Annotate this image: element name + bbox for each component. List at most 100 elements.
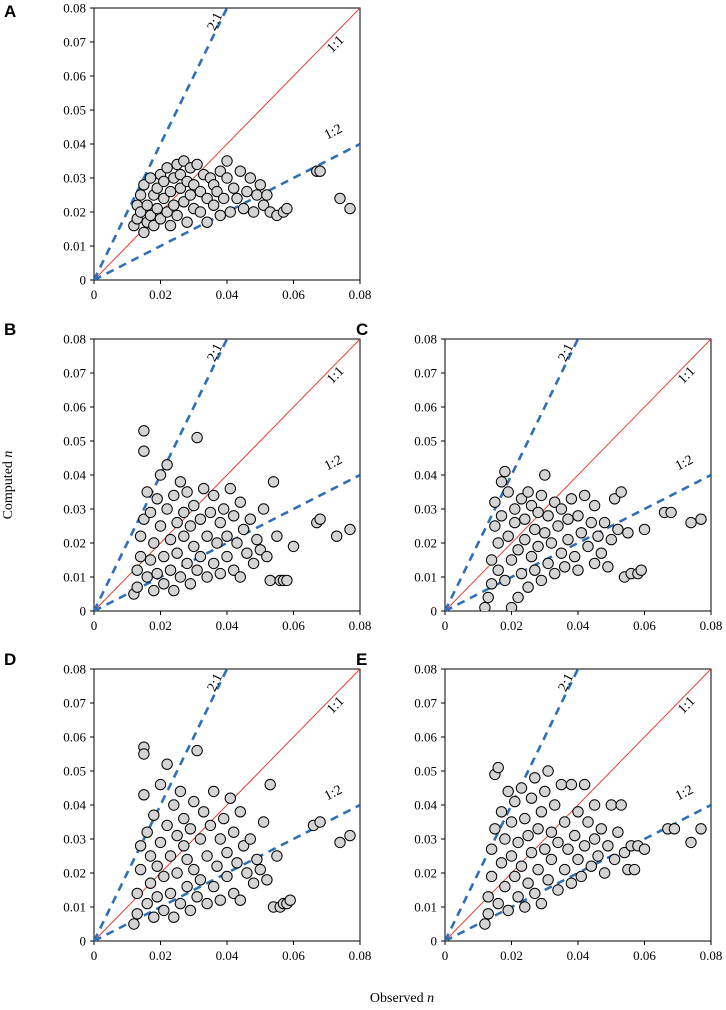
data-point	[509, 870, 521, 883]
y-tick-label: 0.01	[63, 570, 86, 585]
data-point	[188, 179, 200, 191]
data-point	[148, 911, 160, 923]
data-point	[214, 209, 227, 222]
x-tick-label: 0	[442, 948, 449, 963]
data-point	[178, 155, 190, 167]
data-point	[685, 516, 697, 529]
data-point	[559, 561, 571, 573]
data-point	[502, 486, 514, 498]
data-point	[214, 894, 227, 906]
data-point	[141, 486, 153, 498]
data-point	[515, 782, 528, 794]
data-point	[191, 158, 203, 171]
data-point	[231, 192, 243, 205]
data-point	[158, 578, 170, 590]
y-tick-label: 0.03	[414, 832, 437, 847]
data-point	[545, 537, 558, 549]
data-point	[618, 846, 631, 859]
data-point	[151, 891, 163, 903]
y-tick-label: 0.07	[414, 696, 437, 711]
data-point	[552, 884, 564, 896]
y-tick-label: 0.04	[63, 468, 86, 483]
data-point	[565, 877, 578, 889]
data-point	[515, 860, 528, 872]
panel-a: A 0 0.01 0.02 0.03 0.04 0.05 0.06 0.07 0.08 0 0.02 0…	[4, 1, 371, 303]
data-point	[134, 189, 147, 201]
x-tick-label: 0.08	[700, 948, 723, 963]
y-tick-label: 0.05	[63, 103, 86, 118]
data-point	[519, 812, 531, 825]
data-point	[194, 206, 207, 218]
data-point	[174, 571, 187, 583]
data-point	[588, 499, 601, 512]
data-point	[201, 850, 213, 862]
data-point	[198, 806, 210, 818]
data-point	[244, 513, 257, 525]
data-point	[134, 530, 147, 542]
ref-line-2-1	[94, 339, 229, 611]
data-point	[605, 533, 617, 546]
data-point	[181, 486, 193, 498]
data-point	[214, 165, 227, 177]
data-point	[194, 550, 207, 563]
data-point	[572, 564, 584, 576]
data-point	[502, 904, 514, 917]
data-point	[201, 571, 213, 583]
y-tick-label: 0	[80, 604, 87, 619]
data-point	[218, 812, 230, 825]
y-tick-label: 0.07	[414, 366, 437, 381]
data-point	[221, 155, 233, 167]
data-point	[615, 486, 627, 498]
data-point	[535, 806, 548, 818]
y-tick-label: 0.01	[63, 900, 86, 915]
data-point	[542, 874, 554, 886]
data-point	[261, 550, 273, 563]
data-point	[602, 561, 614, 573]
x-tick-label: 0.02	[149, 618, 172, 633]
data-point	[214, 516, 227, 529]
data-point	[545, 826, 558, 838]
data-point	[271, 850, 283, 862]
data-point	[267, 476, 280, 488]
data-point	[134, 840, 147, 852]
data-point	[595, 823, 607, 835]
data-point	[588, 799, 601, 811]
data-point	[228, 564, 240, 576]
data-point	[237, 202, 250, 215]
data-point	[605, 799, 617, 811]
data-point	[314, 513, 326, 525]
data-point	[141, 199, 153, 211]
data-point	[154, 836, 167, 849]
data-point	[184, 578, 197, 590]
data-point	[602, 840, 614, 852]
data-point	[144, 850, 157, 862]
data-point	[565, 778, 578, 791]
data-point	[181, 853, 193, 866]
y-tick-label: 0.05	[414, 764, 437, 779]
data-point	[495, 857, 508, 869]
data-point	[535, 574, 548, 587]
y-tick-label: 0.07	[63, 696, 86, 711]
data-point	[529, 887, 541, 900]
y-tick-label: 0.02	[63, 866, 86, 881]
data-point	[224, 206, 237, 218]
panel-d: D 0 0.01 0.02 0.03 0.04 0.05 0.06 0.07 0.08 0 0.02 0…	[4, 650, 371, 963]
data-point	[562, 533, 574, 546]
panel-b: B 0 0.01 0.02 0.03 0.04 0.05 0.06 0.07 0.08 0 0.02 0…	[4, 320, 371, 633]
data-point	[485, 870, 498, 883]
data-point	[281, 574, 293, 587]
data-point	[251, 533, 263, 546]
x-tick-label: 0.02	[500, 948, 523, 963]
ref-line-1-2	[445, 473, 711, 611]
data-point	[628, 863, 641, 876]
data-point	[158, 192, 170, 205]
data-point	[519, 901, 531, 913]
data-point	[535, 897, 548, 910]
data-point	[154, 469, 167, 481]
ref-line-2-1	[445, 669, 580, 941]
data-point	[208, 199, 220, 211]
data-point	[257, 816, 270, 828]
y-tick-label: 0.01	[414, 570, 437, 585]
data-point	[482, 891, 494, 903]
data-point	[261, 874, 273, 886]
